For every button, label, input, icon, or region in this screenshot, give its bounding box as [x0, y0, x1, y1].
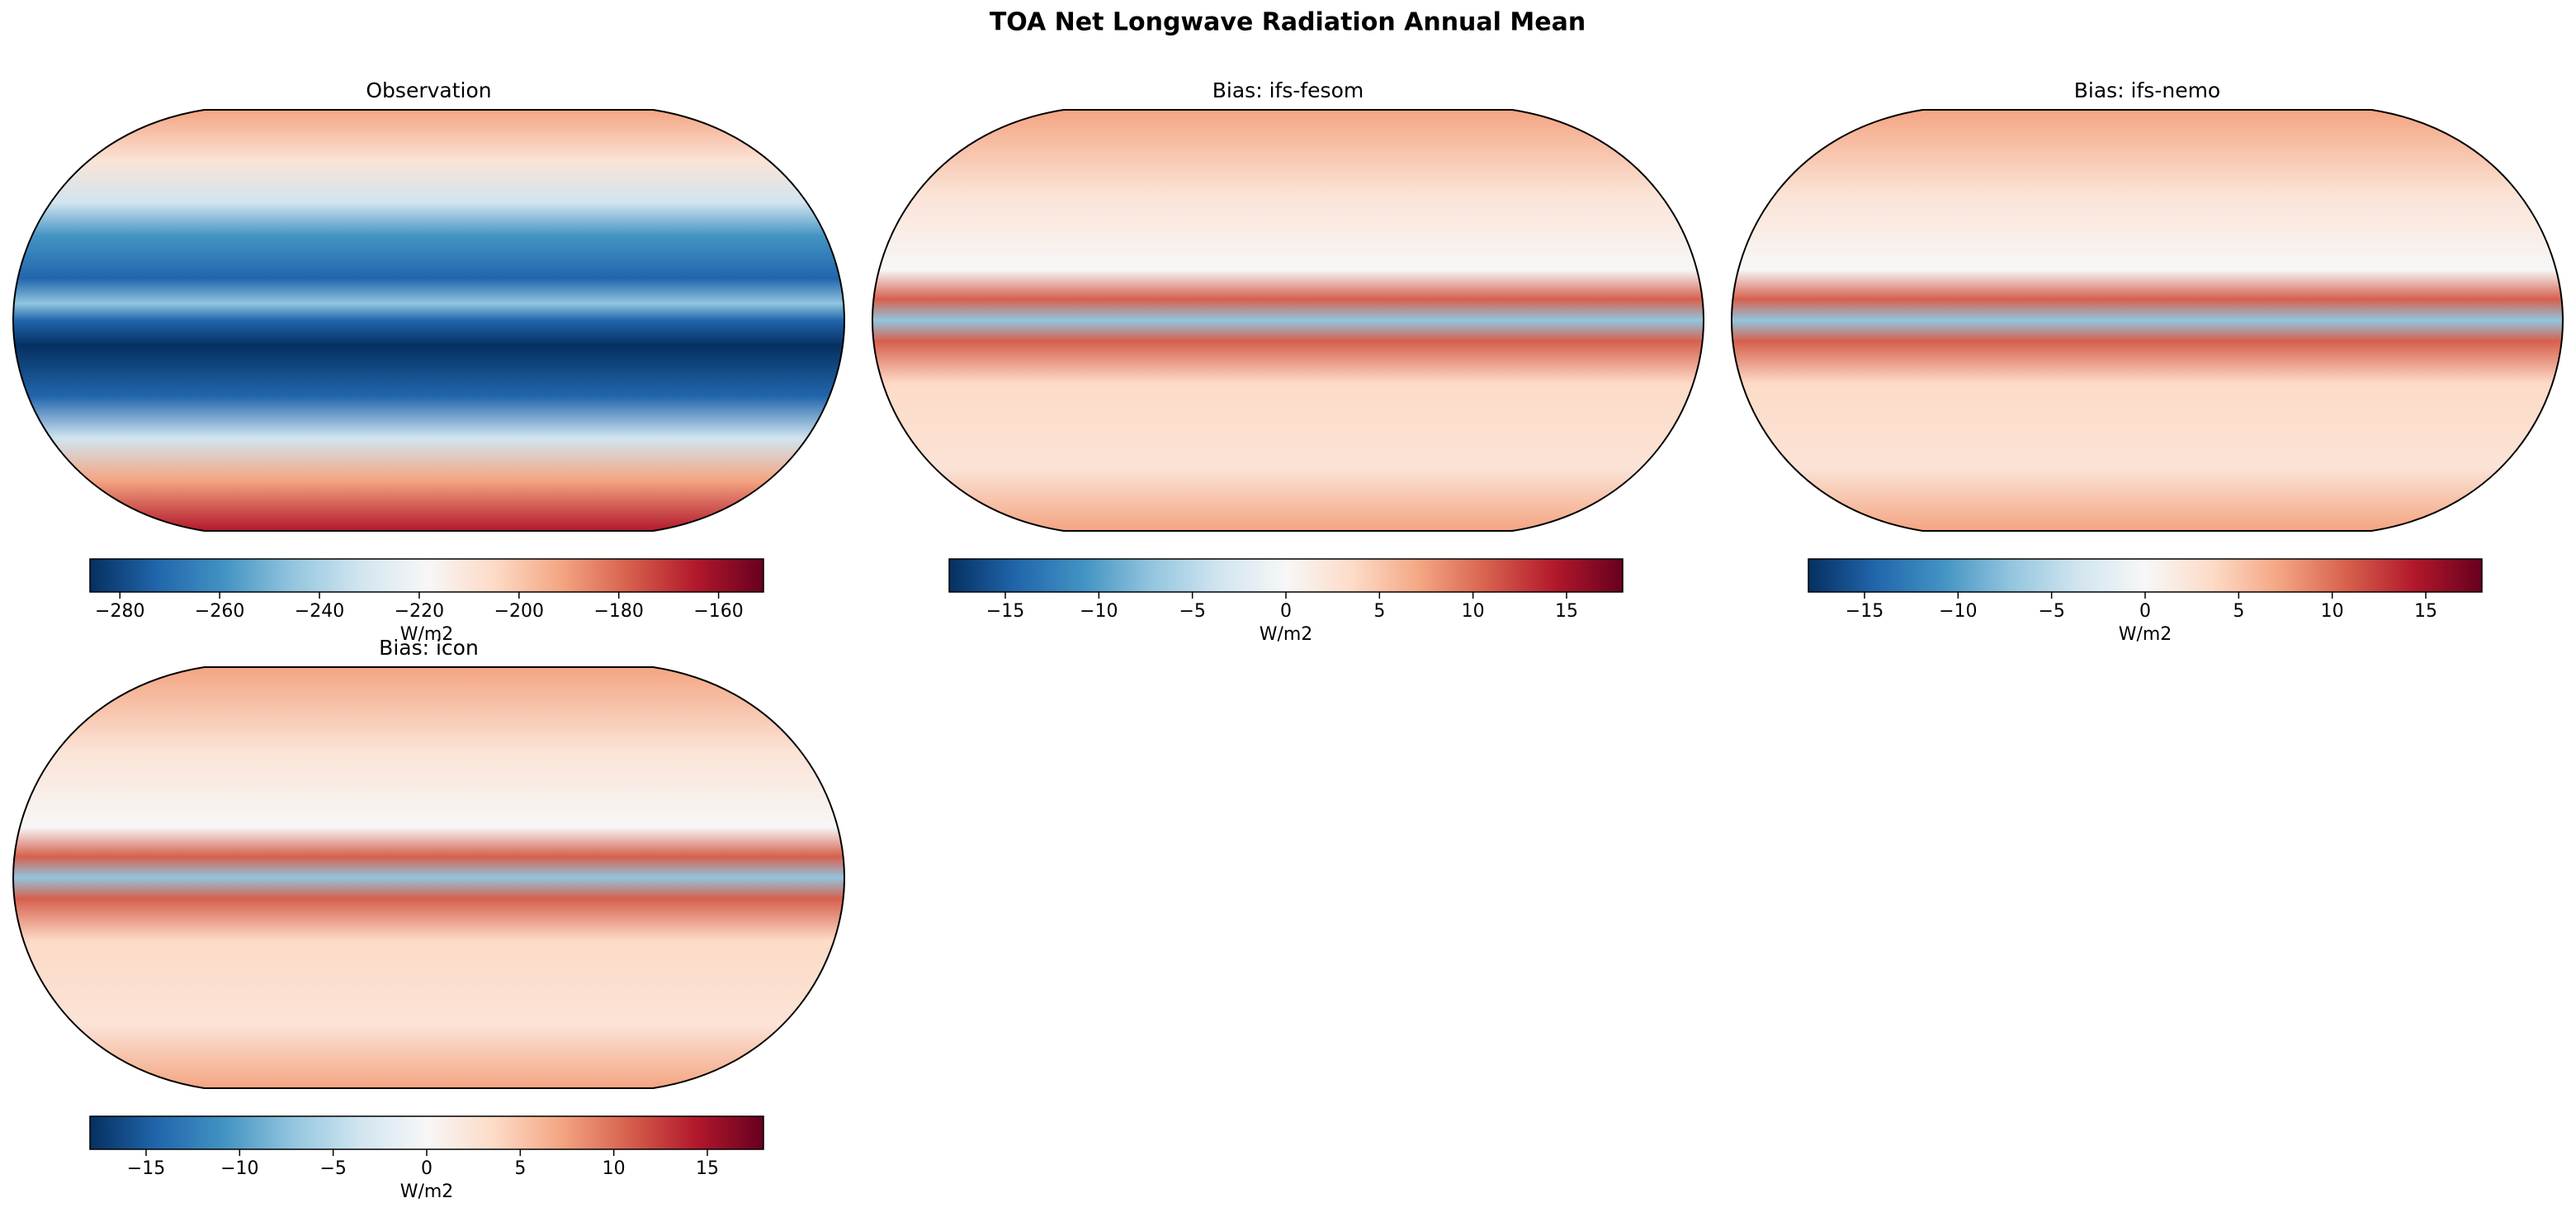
colorbar-label: W/m2	[400, 624, 454, 645]
colorbar-tick-label: −240	[295, 601, 344, 622]
map-field	[12, 666, 846, 1089]
colorbar-tick-label: −10	[1080, 601, 1118, 622]
colorbar-tick-label: 5	[514, 1158, 526, 1179]
colorbar-tick-label: −220	[395, 601, 444, 622]
colorbar-tick-label: −160	[693, 601, 743, 622]
colorbar-tick-label: −200	[494, 601, 544, 622]
colorbar-tick-label: −180	[593, 601, 643, 622]
colorbar-tick-label: −10	[1939, 601, 1977, 622]
colorbar	[89, 1115, 764, 1150]
colorbar-label: W/m2	[1260, 624, 1313, 645]
colorbar-tick-label: 0	[421, 1158, 432, 1179]
colorbar-tick-label: −15	[986, 601, 1024, 622]
colorbar-label: W/m2	[2119, 624, 2172, 645]
panel-title: Observation	[366, 78, 491, 102]
colorbar-tick-label: −15	[127, 1158, 165, 1179]
colorbar-tick-label: −10	[220, 1158, 258, 1179]
colorbar	[948, 558, 1624, 593]
colorbar-tick-label: 15	[1555, 601, 1578, 622]
map-panel: Bias: ifs-fesom −15 −10 −5 0 5 10 15 W/m2	[871, 78, 1705, 645]
colorbar-tick-label: 10	[603, 1158, 626, 1179]
colorbar-tick-label: 15	[2414, 601, 2437, 622]
map-panel: Observation −280 −260 −240 −220 −200 −180 −160 W…	[12, 78, 846, 645]
colorbar	[89, 558, 764, 593]
colorbar-tick-label: −260	[195, 601, 244, 622]
map-panel: Bias: icon −15 −10 −5 0 5 10 15 W/m2	[12, 636, 846, 1202]
colorbar-label: W/m2	[400, 1181, 454, 1202]
colorbar	[1808, 558, 2483, 593]
colorbar-tick-label: −5	[2038, 601, 2064, 622]
map-field	[12, 109, 846, 532]
panel-title: Bias: ifs-fesom	[1212, 78, 1364, 102]
colorbar-tick-label: 0	[2139, 601, 2151, 622]
map-field	[1730, 109, 2564, 532]
colorbar-tick-label: 10	[1462, 601, 1485, 622]
panel-title: Bias: ifs-nemo	[2074, 78, 2220, 102]
colorbar-tick-label: 10	[2321, 601, 2344, 622]
colorbar-tick-label: 5	[2233, 601, 2244, 622]
colorbar-tick-label: −280	[95, 601, 144, 622]
colorbar-tick-label: −5	[319, 1158, 346, 1179]
panel-title: Bias: icon	[379, 636, 479, 660]
colorbar-tick-label: 15	[696, 1158, 719, 1179]
colorbar-tick-label: 0	[1280, 601, 1292, 622]
colorbar-tick-label: −5	[1179, 601, 1205, 622]
colorbar-tick-label: 5	[1373, 601, 1385, 622]
colorbar-tick-label: −15	[1846, 601, 1884, 622]
map-panel: Bias: ifs-nemo −15 −10 −5 0 5 10 15 W/m2	[1730, 78, 2564, 645]
figure-title: TOA Net Longwave Radiation Annual Mean	[990, 8, 1586, 37]
map-field	[871, 109, 1705, 532]
